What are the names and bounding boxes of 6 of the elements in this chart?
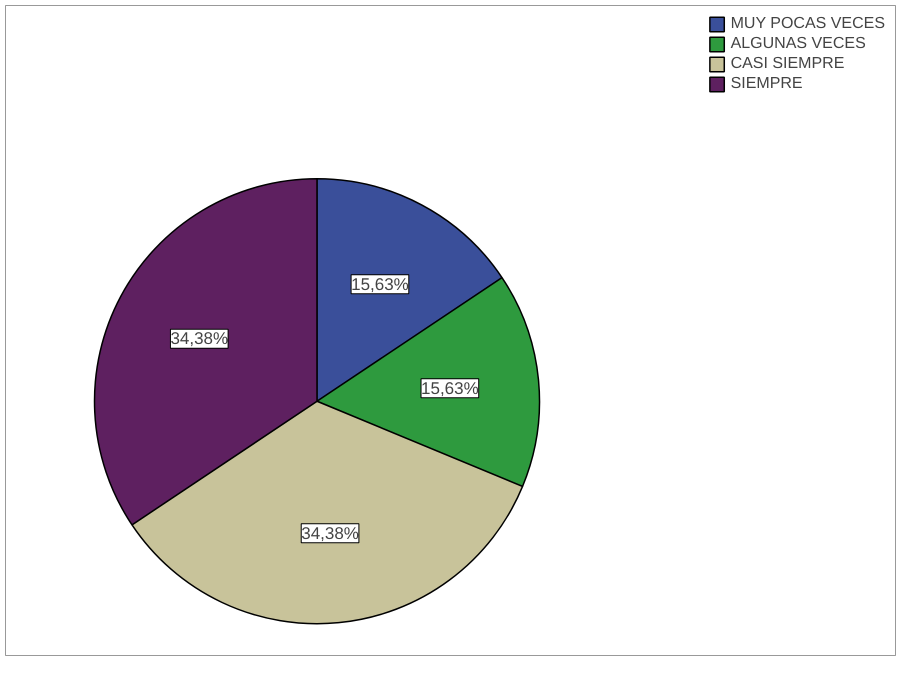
legend-label: SIEMPRE	[730, 75, 803, 93]
data-label: 34,38%	[301, 524, 359, 543]
legend-label: CASI SIEMPRE	[730, 55, 844, 73]
legend-label: ALGUNAS VECES	[730, 35, 866, 53]
data-label: 34,38%	[170, 329, 228, 348]
legend-label: MUY POCAS VECES	[730, 15, 885, 33]
